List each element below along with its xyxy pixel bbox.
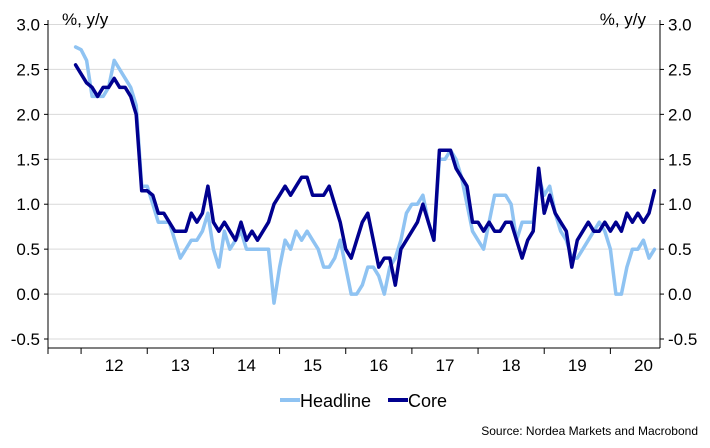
y-axis-right: 3.0 2.5 2.0 1.5 1.0 0.5 0.0 -0.5 bbox=[660, 15, 697, 349]
y-tick-label-right: 2.5 bbox=[668, 60, 692, 79]
y-tick-label-left: 3.0 bbox=[16, 15, 40, 34]
x-tick-label: 18 bbox=[502, 356, 521, 375]
y-tick-label-left: -0.5 bbox=[11, 330, 40, 349]
legend-label: Headline bbox=[300, 391, 371, 411]
x-tick-label: 16 bbox=[369, 356, 388, 375]
y-tick-label-right: -0.5 bbox=[668, 330, 697, 349]
x-axis: 12 13 14 15 16 17 18 19 20 bbox=[47, 348, 653, 375]
series-line-headline bbox=[73, 45, 657, 305]
y-tick-label-right: 2.0 bbox=[668, 105, 692, 124]
x-tick-label: 20 bbox=[634, 356, 653, 375]
y-tick-label-left: 0.5 bbox=[16, 240, 40, 259]
y-tick-label-left: 1.5 bbox=[16, 150, 40, 169]
legend-label: Core bbox=[408, 391, 447, 411]
y-unit-right: %, y/y bbox=[600, 10, 647, 29]
y-tick-label-left: 1.0 bbox=[16, 195, 40, 214]
y-axis-left: 3.0 2.5 2.0 1.5 1.0 0.5 0.0 -0.5 bbox=[11, 15, 48, 349]
y-tick-label-right: 0.5 bbox=[668, 240, 692, 259]
axes bbox=[47, 20, 661, 349]
series-lines bbox=[73, 45, 657, 305]
y-tick-label-right: 1.5 bbox=[668, 150, 692, 169]
series-line-core bbox=[73, 63, 657, 287]
y-unit-left: %, y/y bbox=[62, 10, 109, 29]
x-tick-label: 17 bbox=[436, 356, 455, 375]
y-tick-label-left: 2.5 bbox=[16, 60, 40, 79]
x-tick-label: 15 bbox=[303, 356, 322, 375]
x-tick-label: 19 bbox=[568, 356, 587, 375]
y-tick-label-right: 3.0 bbox=[668, 15, 692, 34]
x-tick-label: 13 bbox=[171, 356, 190, 375]
y-tick-label-right: 0.0 bbox=[668, 285, 692, 304]
source-note: Source: Nordea Markets and Macrobond bbox=[481, 424, 698, 438]
x-tick-label: 12 bbox=[105, 356, 124, 375]
y-tick-label-right: 1.0 bbox=[668, 195, 692, 214]
y-tick-label-left: 2.0 bbox=[16, 105, 40, 124]
x-tick-label: 14 bbox=[237, 356, 256, 375]
y-tick-label-left: 0.0 bbox=[16, 285, 40, 304]
legend: Headline Core bbox=[280, 391, 447, 411]
